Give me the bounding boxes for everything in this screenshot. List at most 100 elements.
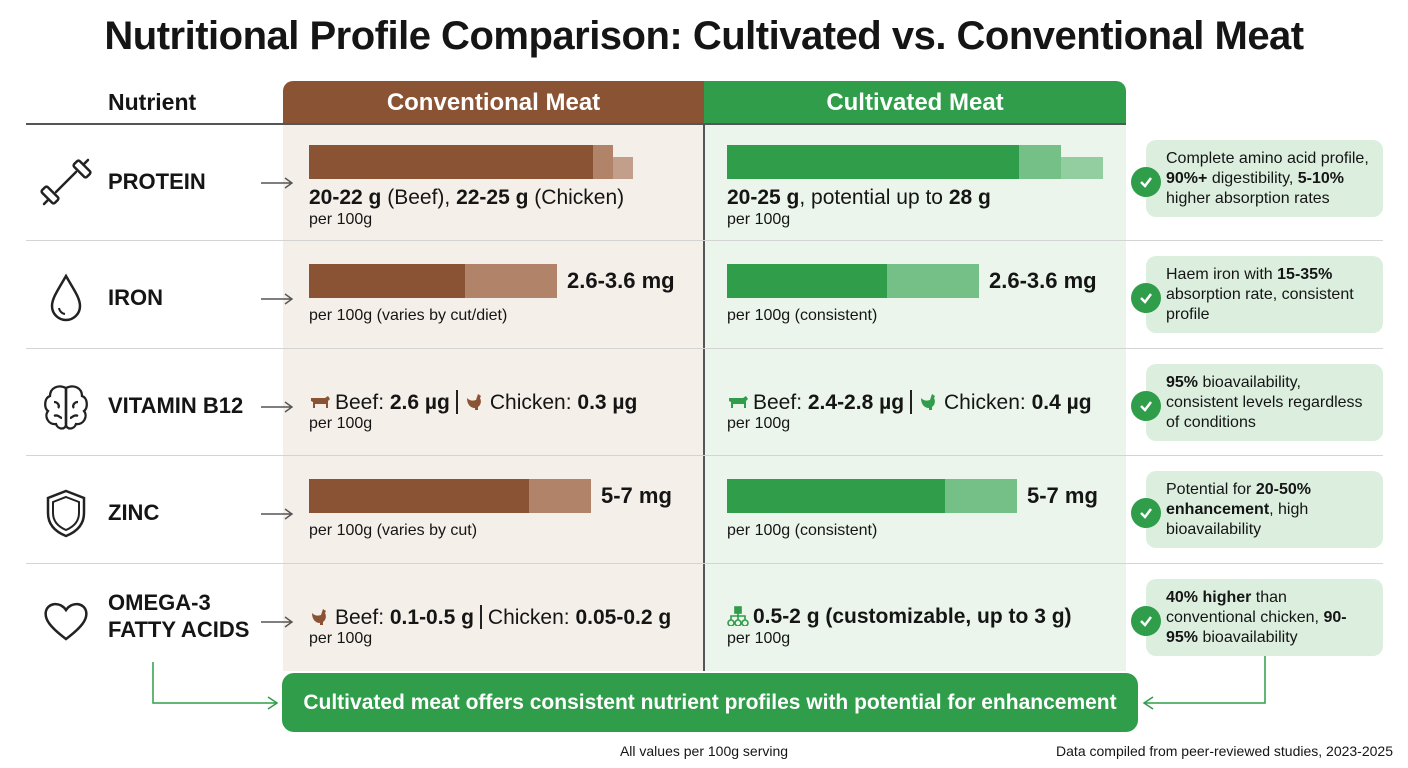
highlight-text: 20-22 g [309,186,382,209]
benefit-note: Complete amino acid profile, 90%+ digest… [1146,140,1383,217]
bar-conventional-range [529,479,591,513]
bar-conventional-range [465,264,557,298]
unit-conventional: per 100g [309,415,373,432]
benefit-note: 95% bioavailability, consistent levels r… [1146,364,1383,441]
highlight-text: 20-25 g [727,186,800,209]
text-segment: bioavailability [1198,629,1298,646]
benefit-note: Haem iron with 15-35% absorption rate, c… [1146,256,1383,333]
water-drop-icon [50,273,82,322]
row-divider [26,455,1383,456]
highlight-text: 22-25 g [456,186,529,209]
cultivated-column [704,81,1126,671]
nutrient-label: ZINC [108,500,160,525]
unit-cultivated: per 100g [727,630,791,647]
check-icon [1131,391,1161,421]
text-segment: Potential for [1166,481,1256,498]
heart-icon [44,602,88,641]
check-icon [1131,498,1161,528]
bar-cultivated-typical [727,145,1019,179]
text-segment: absorption rate, consistent profile [1166,286,1354,323]
text-segment: higher absorption rates [1166,190,1330,207]
text-segment: Haem iron with [1166,266,1278,283]
text-segment: Complete amino acid profile, [1166,150,1369,167]
unit-conventional: per 100g (varies by cut/diet) [309,307,508,324]
nutrient-label: IRON [108,285,163,310]
cultivated-header: Cultivated Meat [704,81,1126,124]
text-segment: , high bioavailability [1166,501,1309,538]
nutrient-label: PROTEIN [108,169,206,194]
unit-conventional: per 100g [309,630,373,647]
chicken-icon [312,609,326,625]
footer-note: All values per 100g serving [619,743,789,759]
cow-icon [311,396,330,408]
text-segment: (Chicken) [528,186,625,209]
text-segment: Beef: [335,606,390,629]
highlight-text: 2.6 µg [389,391,450,414]
value-conventional: Beef: 2.6 µg Chicken: 0.3 µg [309,390,637,415]
bar-conventional-typical [309,145,593,179]
column-divider [703,124,705,671]
page-title: Nutritional Profile Comparison: Cultivat… [104,14,1304,58]
nutrient-header: Nutrient [108,89,197,115]
highlight-text: 90%+ [1166,170,1208,187]
text-segment: than conventional chicken, [1166,589,1324,626]
cell-culture-icon [727,606,749,626]
text-segment: bioavailability, consistent levels regar… [1166,374,1363,431]
bar-conventional-typical [309,264,465,298]
bar-conventional-range [593,145,613,179]
value-cultivated: 5-7 mg [1027,483,1098,508]
highlight-text: 0.05-0.2 g [575,606,672,629]
summary-banner: Cultivated meat offers consistent nutrie… [282,673,1138,732]
arrow-icon [260,615,294,633]
arrow-icon [260,176,294,194]
highlight-text: 0.3 µg [577,391,638,414]
text-segment: (Beef), [381,186,457,209]
text-segment: Chicken: [489,391,578,414]
highlight-text: 90-95% [1166,609,1347,646]
highlight-text: 5-10% [1297,170,1345,187]
arrow-icon [260,292,294,310]
header-divider [26,123,1126,125]
highlight-text: 40% higher [1166,589,1252,606]
highlight-text: 2.4-2.8 µg [807,391,905,414]
value-conventional: 5-7 mg [601,483,672,508]
text-segment: Beef: [753,391,808,414]
unit-conventional: per 100g (varies by cut) [309,522,478,539]
value-cultivated: Beef: 2.4-2.8 µg Chicken: 0.4 µg [727,390,1092,415]
highlight-text: 0.4 µg [1031,391,1092,414]
footer-source: Data compiled from peer-reviewed studies… [1056,743,1393,759]
text-segment: digestibility, [1207,170,1298,187]
highlight-text: 15-35% [1277,266,1333,283]
unit-cultivated: per 100g (consistent) [727,307,878,324]
check-icon [1131,167,1161,197]
row-divider [26,348,1383,349]
value-cultivated: 2.6-3.6 mg [989,268,1097,293]
bar-cultivated-range [945,479,1017,513]
dumbbell-icon [40,158,92,206]
highlight-text: 0.1-0.5 g [389,606,474,629]
benefit-note: 40% higher than conventional chicken, 90… [1146,579,1383,656]
right-connector-arrow [1144,656,1266,704]
nutrient-label: OMEGA-3 FATTY ACIDS [108,590,250,642]
highlight-text: 95% [1166,374,1199,391]
unit-conventional: per 100g [309,211,373,228]
bar-cultivated-range [887,264,979,298]
conventional-column [283,81,704,671]
unit-cultivated: per 100g [727,211,791,228]
separator [910,390,913,414]
value-conventional: Beef: 0.1-0.5 g Chicken: 0.05-0.2 g [309,605,671,630]
highlight-text: 28 g [948,186,991,209]
row-divider [26,240,1383,241]
highlight-text: 20-50% enhancement [1166,481,1311,518]
check-icon [1131,606,1161,636]
unit-cultivated: per 100g [727,415,791,432]
bar-conventional-typical [309,479,529,513]
text-segment: Chicken: [487,606,576,629]
chicken-icon [466,394,481,410]
value-conventional: 2.6-3.6 mg [567,268,675,293]
arrow-icon [260,507,294,525]
text-segment: Beef: [335,391,390,414]
check-icon [1131,283,1161,313]
arrow-icon [260,400,294,418]
bar-cultivated-typical [727,479,945,513]
